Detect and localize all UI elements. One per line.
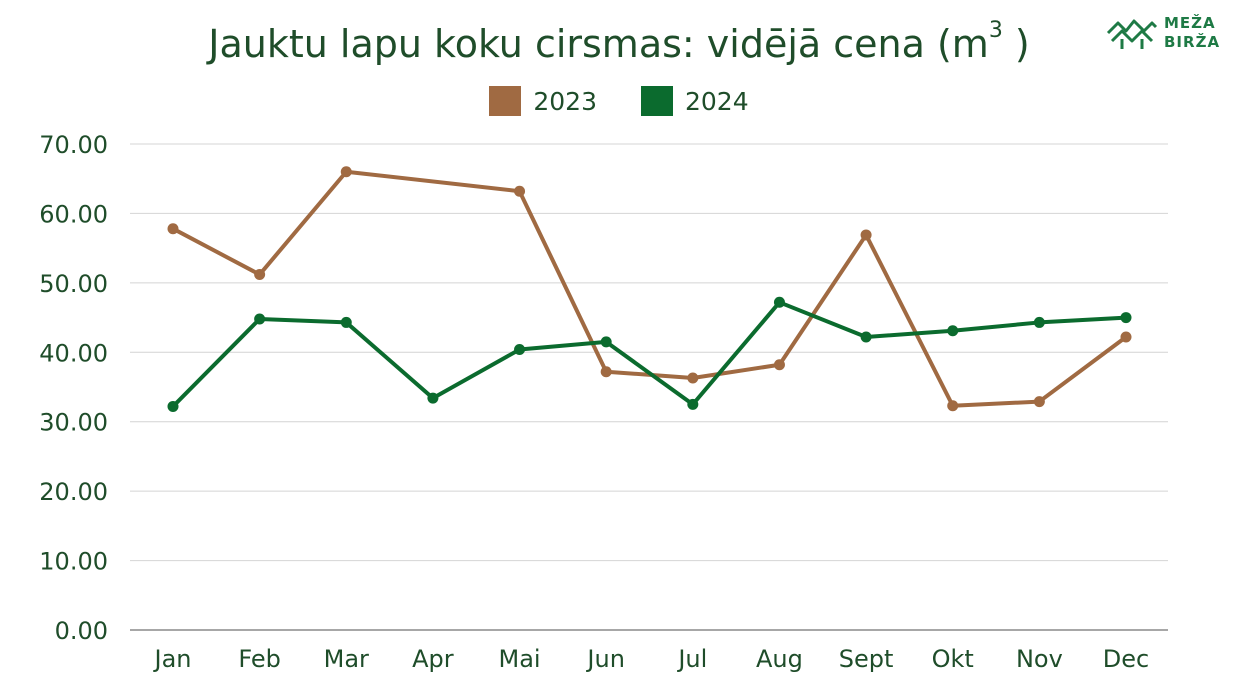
data-point-2023 <box>254 269 266 281</box>
y-tick-label: 0.00 <box>55 617 108 645</box>
x-tick-label: Jan <box>153 645 192 673</box>
data-point-2023 <box>1033 396 1045 408</box>
chart-title-superscript: 3 <box>988 18 1003 44</box>
data-point-2023 <box>860 229 872 241</box>
meza-birza-logo: MEŽA BIRŽA <box>1106 14 1220 52</box>
x-tick-label: Okt <box>932 645 974 673</box>
data-point-2024 <box>773 296 785 308</box>
y-tick-label: 30.00 <box>39 409 108 437</box>
data-point-2024 <box>600 336 612 348</box>
legend-item-2023: 2023 <box>489 86 597 116</box>
chart-title-suffix: ) <box>1002 22 1030 66</box>
data-point-2024 <box>947 325 959 337</box>
data-point-2024 <box>340 316 352 328</box>
data-point-2023 <box>600 366 612 378</box>
legend-swatch-2023 <box>489 86 522 116</box>
logo-line-1: MEŽA <box>1164 14 1216 32</box>
data-point-2024 <box>1033 316 1045 328</box>
x-tick-label: Aug <box>756 645 803 673</box>
x-tick-label: Jun <box>585 645 625 673</box>
data-point-2024 <box>687 398 699 410</box>
legend-item-2024: 2024 <box>641 86 749 116</box>
forest-logo-icon <box>1106 19 1158 49</box>
x-tick-label: Feb <box>238 645 281 673</box>
data-point-2024 <box>514 344 526 356</box>
data-point-2023 <box>1120 331 1132 343</box>
data-point-2023 <box>167 223 179 235</box>
legend-label-2024: 2024 <box>685 86 749 116</box>
y-tick-label: 60.00 <box>39 200 108 228</box>
data-point-2023 <box>514 185 526 197</box>
x-tick-label: Mar <box>324 645 369 673</box>
legend-label-2023: 2023 <box>533 86 597 116</box>
chart-title-text: Jauktu lapu koku cirsmas: vidējā cena (m <box>208 22 989 66</box>
y-tick-label: 40.00 <box>39 339 108 367</box>
chart-legend: 2023 2024 <box>0 86 1238 116</box>
chart-title: Jauktu lapu koku cirsmas: vidējā cena (m… <box>0 18 1238 66</box>
y-tick-label: 10.00 <box>39 548 108 576</box>
data-point-2024 <box>1120 312 1132 324</box>
data-point-2023 <box>773 359 785 371</box>
series-line-2024 <box>171 300 1128 409</box>
logo-line-2: BIRŽA <box>1164 33 1221 51</box>
data-point-2024 <box>427 392 439 404</box>
y-tick-label: 20.00 <box>39 478 108 506</box>
x-tick-label: Jul <box>676 645 707 673</box>
y-tick-label: 50.00 <box>39 270 108 298</box>
x-tick-label: Dec <box>1103 645 1149 673</box>
x-tick-label: Mai <box>498 645 540 673</box>
x-tick-label: Apr <box>412 645 454 673</box>
data-point-2024 <box>167 400 179 412</box>
x-tick-label: Nov <box>1016 645 1063 673</box>
data-point-2023 <box>687 372 699 384</box>
data-point-2024 <box>254 313 266 325</box>
x-tick-label: Sept <box>839 645 894 673</box>
data-point-2023 <box>947 400 959 412</box>
data-point-2024 <box>860 331 872 343</box>
y-tick-label: 70.00 <box>39 131 108 159</box>
legend-swatch-2024 <box>641 86 673 116</box>
data-point-2023 <box>340 166 352 178</box>
